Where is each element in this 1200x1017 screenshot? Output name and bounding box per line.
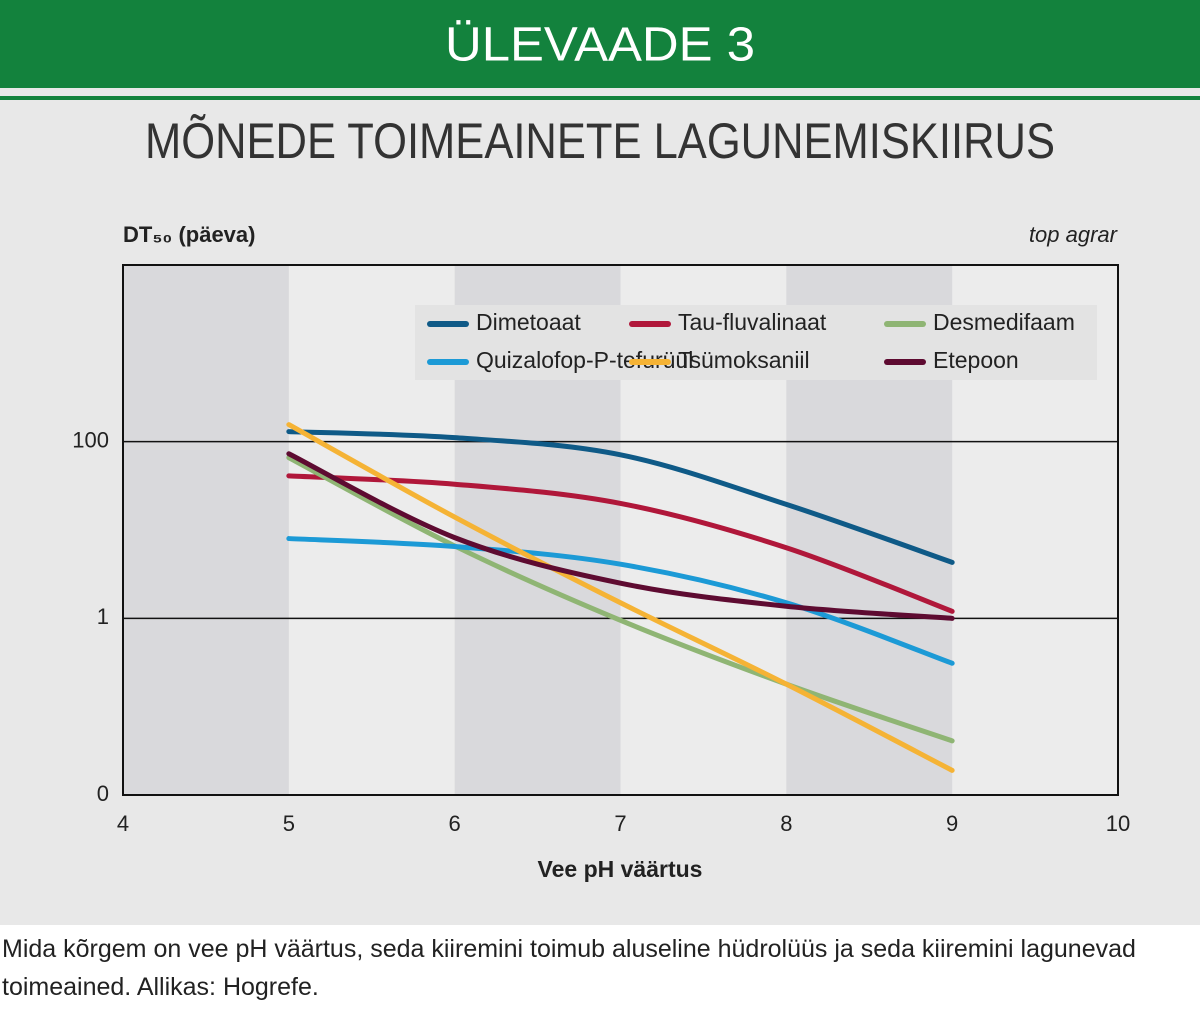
line	[286, 429, 955, 565]
x-tick-label: 10	[1106, 811, 1130, 836]
x-tick-label: 5	[283, 811, 295, 836]
line	[286, 455, 955, 744]
legend-label: Tau-fluvalinaat	[678, 309, 827, 335]
line	[286, 451, 955, 621]
header: ÜLEVAADE 3	[445, 19, 755, 72]
x-tick-label: 7	[614, 811, 626, 836]
header-bar	[0, 0, 1200, 88]
y-tick-label: 100	[72, 427, 109, 452]
y-tick-label: 0	[97, 781, 109, 806]
plot-border	[122, 264, 1119, 796]
caption: Mida kõrgem on vee pH väärtus, seda kiir…	[2, 935, 1136, 1001]
legend-label: Dimetoaat	[476, 309, 581, 335]
legend-label: Desmedifaam	[933, 309, 1075, 335]
line	[286, 422, 955, 773]
header-rule	[0, 96, 1200, 100]
chart: ÜLEVAADE 3 MÕNEDE TOIMEAINETE LAGUNEMISK…	[0, 0, 1200, 925]
x-tick-label: 6	[449, 811, 461, 836]
band	[123, 265, 289, 795]
x-tick-label: 8	[780, 811, 792, 836]
line	[286, 473, 955, 614]
y-tick-label: 1	[97, 604, 109, 629]
line	[286, 536, 955, 666]
x-tick-label: 4	[117, 811, 129, 836]
x-axis-label: Vee pH väärtus	[538, 856, 703, 882]
chart-title: MÕNEDE TOIMEAINETE LAGUNEMISKIIRUS	[145, 113, 1055, 169]
legend-label: Etepoon	[933, 347, 1019, 373]
y-axis-label: DT₅₀ (päeva)	[123, 222, 255, 247]
legend-box	[415, 305, 1097, 380]
x-tick-label: 9	[946, 811, 958, 836]
source: top agrar	[1029, 222, 1119, 247]
legend-label: Tsümoksaniil	[678, 347, 810, 373]
